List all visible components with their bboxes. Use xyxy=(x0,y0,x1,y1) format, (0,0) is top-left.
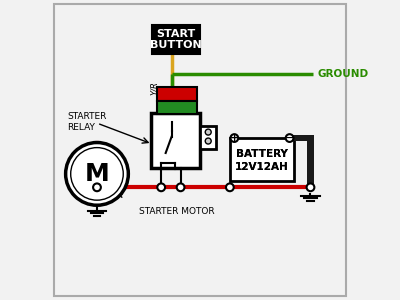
Bar xyxy=(151,113,200,168)
Text: Y/R: Y/R xyxy=(150,81,159,95)
Circle shape xyxy=(93,183,101,191)
Bar xyxy=(230,138,294,182)
Circle shape xyxy=(157,183,165,191)
Circle shape xyxy=(286,134,294,142)
Text: M: M xyxy=(85,162,109,186)
Circle shape xyxy=(307,183,314,191)
Bar xyxy=(290,135,314,141)
Text: STARTER
RELAY: STARTER RELAY xyxy=(67,112,106,132)
Circle shape xyxy=(66,142,128,205)
Text: STARTER MOTOR: STARTER MOTOR xyxy=(139,207,214,216)
Text: GROUND: GROUND xyxy=(318,69,369,79)
Circle shape xyxy=(71,148,123,200)
Text: +: + xyxy=(230,133,239,143)
Bar xyxy=(157,101,197,114)
Text: BATTERY
12V12AH: BATTERY 12V12AH xyxy=(235,149,288,172)
Circle shape xyxy=(205,138,211,144)
Bar xyxy=(200,126,216,148)
Circle shape xyxy=(226,183,234,191)
Text: BATTERY
12V12AH: BATTERY 12V12AH xyxy=(235,149,288,172)
Text: START
BUTTON: START BUTTON xyxy=(150,29,202,50)
Text: −: − xyxy=(285,133,294,143)
Circle shape xyxy=(230,134,238,142)
Circle shape xyxy=(205,129,211,135)
Bar xyxy=(152,25,200,54)
Circle shape xyxy=(177,183,184,191)
Bar xyxy=(157,87,197,101)
Bar xyxy=(307,138,314,187)
